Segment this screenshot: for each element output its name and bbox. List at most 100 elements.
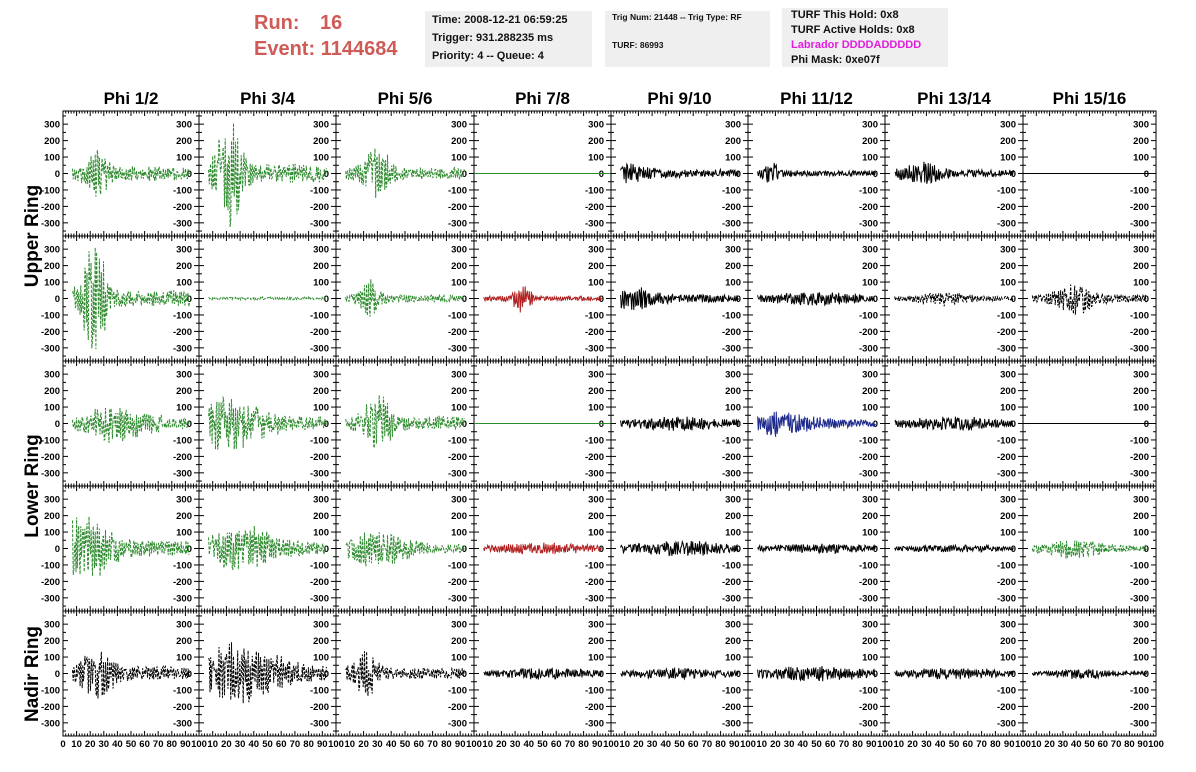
waveform-trace — [757, 292, 876, 307]
y-tick-label: -200 — [173, 702, 192, 713]
y-tick-label: 300 — [1133, 370, 1149, 381]
y-tick-label: 200 — [451, 136, 467, 147]
y-tick-label: -100 — [585, 560, 604, 571]
y-tick-label: -100 — [448, 185, 467, 196]
y-tick-label: -100 — [1130, 185, 1149, 196]
y-tick-label: 100 — [313, 153, 329, 164]
y-tick-label: -300 — [585, 468, 604, 479]
y-tick-label: -300 — [997, 218, 1016, 229]
y-tick-label: -300 — [722, 468, 741, 479]
y-tick-label: -300 — [448, 593, 467, 604]
y-tick-label: 200 — [1000, 511, 1016, 522]
y-tick-label: 100 — [176, 278, 192, 289]
y-tick-label: 100 — [1133, 153, 1149, 164]
y-tick-label: 200 — [176, 511, 192, 522]
column-title: Phi 13/14 — [917, 89, 991, 108]
y-tick-label: 100 — [44, 403, 60, 414]
column-title: Phi 7/8 — [515, 89, 570, 108]
y-tick-label: 0 — [1011, 544, 1016, 555]
y-tick-label: 300 — [44, 620, 60, 631]
y-tick-label: 0 — [187, 294, 192, 305]
waveform-trace — [345, 532, 465, 567]
y-tick-label: -300 — [448, 468, 467, 479]
y-tick-label: 300 — [862, 120, 878, 131]
y-tick-label: 200 — [313, 511, 329, 522]
y-tick-label: -300 — [41, 593, 60, 604]
y-tick-label: 200 — [451, 261, 467, 272]
y-tick-label: 0 — [55, 419, 60, 430]
y-tick-label: -200 — [997, 452, 1016, 463]
y-tick-label: -100 — [1130, 560, 1149, 571]
y-tick-label: -300 — [1130, 218, 1149, 229]
y-tick-label: -300 — [310, 593, 329, 604]
y-tick-label: -100 — [41, 435, 60, 446]
y-tick-label: 100 — [862, 153, 878, 164]
y-tick-label: 200 — [313, 636, 329, 647]
y-tick-label: -100 — [173, 435, 192, 446]
y-tick-label: 0 — [187, 169, 192, 180]
y-tick-label: 0 — [873, 544, 878, 555]
waveform-trace — [208, 396, 327, 450]
column-title: Phi 1/2 — [104, 89, 159, 108]
waveform-trace — [345, 279, 465, 317]
y-tick-label: -100 — [997, 435, 1016, 446]
y-tick-label: 200 — [451, 386, 467, 397]
y-tick-label: -300 — [859, 468, 878, 479]
y-tick-label: -300 — [997, 593, 1016, 604]
y-tick-label: -300 — [585, 218, 604, 229]
y-tick-label: -200 — [448, 452, 467, 463]
waveform-trace — [757, 543, 876, 555]
y-tick-label: -300 — [448, 718, 467, 729]
y-tick-label: 0 — [1144, 419, 1149, 430]
y-tick-label: 100 — [588, 403, 604, 414]
y-tick-label: 300 — [176, 370, 192, 381]
y-tick-label: -200 — [41, 327, 60, 338]
y-tick-label: -200 — [722, 577, 741, 588]
y-tick-label: -300 — [722, 343, 741, 354]
y-tick-label: 300 — [725, 495, 741, 506]
y-tick-label: -200 — [173, 452, 192, 463]
y-tick-label: -300 — [310, 718, 329, 729]
y-tick-label: 100 — [176, 403, 192, 414]
trigger-info-box: Trig Num: 21448 -- Trig Type: RF TURF: 8… — [605, 11, 770, 67]
y-tick-label: 200 — [588, 136, 604, 147]
y-tick-label: 200 — [451, 636, 467, 647]
y-tick-label: -300 — [173, 218, 192, 229]
y-tick-label: 300 — [451, 495, 467, 506]
y-tick-label: -100 — [585, 435, 604, 446]
y-tick-label: 0 — [1144, 169, 1149, 180]
y-tick-label: 0 — [1011, 419, 1016, 430]
y-tick-label: -200 — [722, 327, 741, 338]
time-info-box: Time: 2008-12-21 06:59:25 Trigger: 931.2… — [425, 11, 592, 67]
waveform-trace — [620, 539, 739, 557]
waveform-trace — [757, 162, 876, 183]
y-tick-label: 200 — [725, 261, 741, 272]
y-tick-label: -200 — [859, 202, 878, 213]
run-label: Run: — [254, 12, 300, 34]
y-tick-label: -200 — [173, 577, 192, 588]
y-tick-label: -300 — [997, 468, 1016, 479]
phi-mask-text: Phi Mask: 0xe07f — [791, 54, 880, 66]
y-tick-label: 0 — [187, 544, 192, 555]
y-tick-label: -200 — [585, 202, 604, 213]
y-tick-label: 200 — [588, 261, 604, 272]
y-tick-label: 0 — [324, 169, 329, 180]
y-tick-label: -200 — [448, 202, 467, 213]
y-tick-label: -100 — [173, 310, 192, 321]
waveform-panel: -300 -300 -200 -200 -100 -100 0 0 100 100 200 200 30… — [41, 110, 200, 237]
y-tick-label: 0 — [1144, 294, 1149, 305]
y-tick-label: 100 — [1133, 528, 1149, 539]
y-tick-label: -300 — [722, 218, 741, 229]
y-tick-label: -300 — [1130, 593, 1149, 604]
